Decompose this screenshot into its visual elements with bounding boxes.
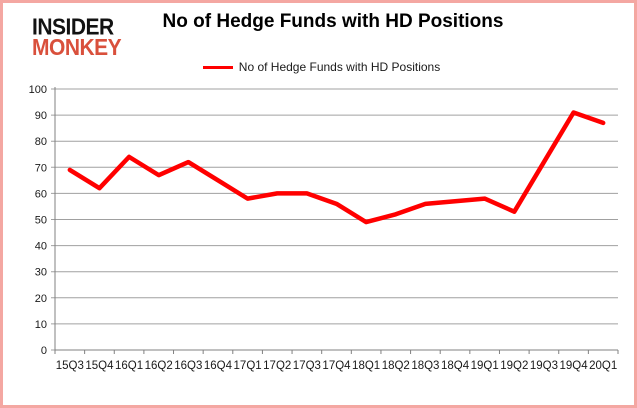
y-axis-tick-label: 60 bbox=[35, 188, 47, 200]
x-axis-tick-label: 16Q1 bbox=[115, 360, 143, 372]
legend-label: No of Hedge Funds with HD Positions bbox=[238, 60, 441, 74]
x-axis-tick-label: 17Q3 bbox=[293, 360, 321, 372]
logo-text-insider: INSIDER bbox=[32, 14, 114, 40]
x-axis-tick-label: 16Q4 bbox=[204, 360, 233, 372]
x-axis-tick-label: 18Q3 bbox=[411, 360, 439, 372]
x-axis-tick-label: 18Q2 bbox=[382, 360, 410, 372]
y-axis-tick-label: 50 bbox=[35, 215, 47, 227]
x-axis-tick-label: 18Q1 bbox=[352, 360, 380, 372]
y-axis-tick-label: 10 bbox=[35, 319, 47, 331]
legend: No of Hedge Funds with HD Positions bbox=[3, 60, 634, 74]
x-axis-tick-label: 18Q4 bbox=[441, 360, 470, 372]
x-axis-tick-label: 16Q3 bbox=[174, 360, 202, 372]
x-axis-tick-label: 19Q4 bbox=[559, 360, 588, 372]
logo-text-monkey: MONKEY bbox=[32, 35, 122, 61]
y-axis-tick-label: 0 bbox=[41, 345, 47, 357]
y-axis-tick-label: 40 bbox=[35, 241, 47, 253]
series-line-no-of-hedge-funds-with-hd-positions bbox=[67, 110, 606, 225]
x-axis-tick-label: 17Q2 bbox=[263, 360, 291, 372]
y-axis-tick-label: 80 bbox=[35, 136, 47, 148]
y-axis-tick-label: 30 bbox=[35, 267, 47, 279]
legend-line-swatch bbox=[202, 65, 233, 69]
x-axis-tick-label: 15Q3 bbox=[56, 360, 84, 372]
y-axis-tick-label: 70 bbox=[35, 162, 47, 174]
x-axis-tick-label: 15Q4 bbox=[85, 360, 114, 372]
x-axis-tick-label: 19Q3 bbox=[530, 360, 558, 372]
y-axis-tick-label: 100 bbox=[29, 84, 47, 96]
x-axis-tick-label: 20Q1 bbox=[589, 360, 617, 372]
insider-monkey-logo: INSIDER MONKEY bbox=[32, 14, 122, 61]
x-axis-tick-label: 17Q1 bbox=[234, 360, 262, 372]
x-axis-tick-label: 19Q1 bbox=[471, 360, 499, 372]
y-axis-tick-label: 90 bbox=[35, 110, 47, 122]
x-axis-tick-label: 17Q4 bbox=[322, 360, 351, 372]
y-axis-tick-label: 20 bbox=[35, 293, 47, 305]
x-axis-tick-label: 16Q2 bbox=[145, 360, 173, 372]
x-axis-tick-label: 19Q2 bbox=[500, 360, 528, 372]
chart-title: No of Hedge Funds with HD Positions bbox=[162, 11, 504, 32]
